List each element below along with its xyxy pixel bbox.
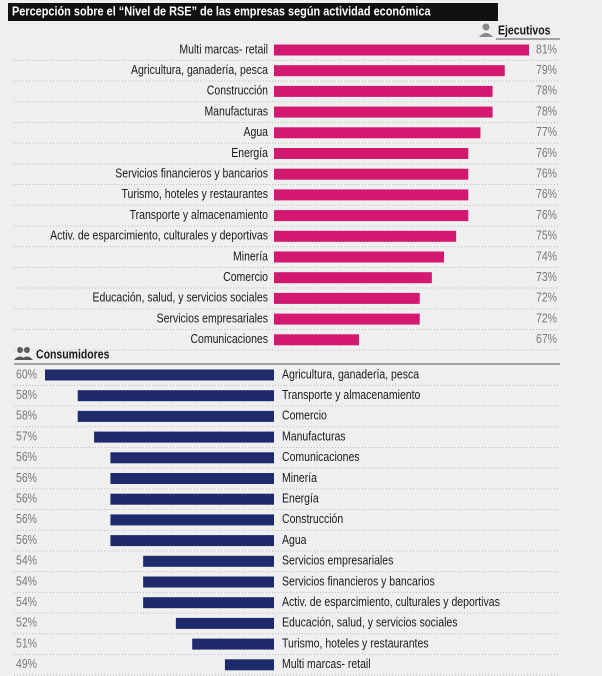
bar: [274, 106, 493, 118]
bar: [110, 473, 274, 484]
bar: [274, 313, 420, 325]
category-label: Manufacturas: [204, 106, 268, 119]
bar: [274, 210, 469, 222]
category-label: Comunicaciones: [190, 333, 268, 346]
category-label: Servicios empresariales: [282, 555, 394, 568]
bar: [143, 555, 274, 567]
value-label: 49%: [16, 658, 37, 671]
category-label: Turismo, hoteles y restaurantes: [121, 188, 268, 201]
category-label: Transporte y almacenamiento: [282, 389, 420, 402]
chart-title: Percepción sobre el “Nivel de RSE” de la…: [12, 4, 431, 19]
value-label: 54%: [16, 576, 37, 589]
category-label: Construcción: [282, 513, 343, 526]
bar: [274, 168, 469, 180]
value-label: 72%: [536, 313, 557, 326]
value-label: 76%: [536, 168, 557, 181]
category-label: Servicios financieros y bancarios: [282, 576, 435, 589]
value-label: 58%: [16, 389, 37, 402]
bar: [274, 65, 505, 77]
category-label: Multi marcas- retail: [282, 658, 371, 671]
value-label: 77%: [536, 126, 557, 139]
bar: [224, 659, 274, 671]
value-label: 56%: [16, 493, 37, 506]
value-label: 57%: [16, 431, 37, 444]
category-label: Servicios empresariales: [157, 313, 269, 326]
category-label: Activ. de esparcimiento, culturales y de…: [50, 230, 268, 243]
bar: [45, 369, 274, 381]
value-label: 58%: [16, 410, 37, 423]
category-label: Construcción: [207, 85, 268, 98]
value-label: 56%: [16, 451, 37, 464]
value-label: 52%: [16, 617, 37, 630]
value-label: 78%: [536, 85, 557, 98]
category-label: Turismo, hoteles y restaurantes: [282, 638, 429, 651]
bar: [77, 410, 274, 422]
value-label: 76%: [536, 209, 557, 222]
bar: [110, 514, 274, 526]
category-label: Educación, salud, y servicios sociales: [282, 617, 458, 630]
value-label: 78%: [536, 106, 557, 119]
category-label: Minería: [233, 251, 269, 264]
bar: [94, 431, 274, 443]
value-label: 60%: [16, 369, 37, 382]
category-label: Agua: [282, 534, 307, 547]
value-label: 56%: [16, 472, 37, 485]
bar: [175, 617, 274, 629]
bar: [274, 230, 457, 242]
legend-label: Consumidores: [36, 349, 109, 362]
exec-icon: [479, 23, 493, 37]
value-label: 73%: [536, 271, 557, 284]
category-label: Energía: [231, 147, 268, 160]
bar: [110, 535, 274, 547]
category-label: Minería: [282, 472, 318, 485]
bar: [274, 292, 420, 304]
bar: [143, 576, 274, 588]
value-label: 76%: [536, 188, 557, 201]
category-label: Educación, salud, y servicios sociales: [93, 292, 269, 305]
category-label: Energía: [282, 493, 319, 506]
title-bg: [8, 3, 498, 21]
value-label: 79%: [536, 64, 557, 77]
bar: [274, 127, 481, 139]
category-label: Comercio: [282, 410, 327, 423]
category-label: Agricultura, ganadería, pesca: [282, 369, 420, 382]
category-label: Activ. de esparcimiento, culturales y de…: [282, 596, 500, 609]
value-label: 51%: [16, 638, 37, 651]
value-label: 75%: [536, 230, 557, 243]
legend-label: Ejecutivos: [498, 25, 550, 38]
value-label: 76%: [536, 147, 557, 160]
bar: [274, 44, 529, 56]
value-label: 54%: [16, 555, 37, 568]
value-label: 56%: [16, 513, 37, 526]
category-label: Multi marcas- retail: [179, 44, 268, 57]
bar: [274, 251, 444, 263]
value-label: 67%: [536, 333, 557, 346]
category-label: Comercio: [223, 271, 268, 284]
category-label: Transporte y almacenamiento: [130, 209, 268, 222]
bar: [274, 148, 469, 159]
bar: [77, 390, 274, 402]
value-label: 72%: [536, 292, 557, 305]
value-label: 54%: [16, 596, 37, 609]
category-label: Manufacturas: [282, 431, 346, 444]
value-label: 74%: [536, 251, 557, 264]
bar: [274, 189, 469, 201]
category-label: Comunicaciones: [282, 451, 360, 464]
value-label: 56%: [16, 534, 37, 547]
cons-icon: [14, 347, 33, 360]
bar: [274, 334, 359, 346]
bar: [192, 638, 274, 650]
bar: [274, 85, 493, 97]
category-label: Servicios financieros y bancarios: [115, 168, 268, 181]
bar: [274, 272, 432, 284]
value-label: 81%: [536, 44, 557, 57]
bar: [110, 452, 274, 464]
category-label: Agricultura, ganadería, pesca: [131, 64, 269, 77]
category-label: Agua: [243, 126, 268, 139]
bar: [110, 493, 274, 505]
bar: [143, 597, 274, 609]
